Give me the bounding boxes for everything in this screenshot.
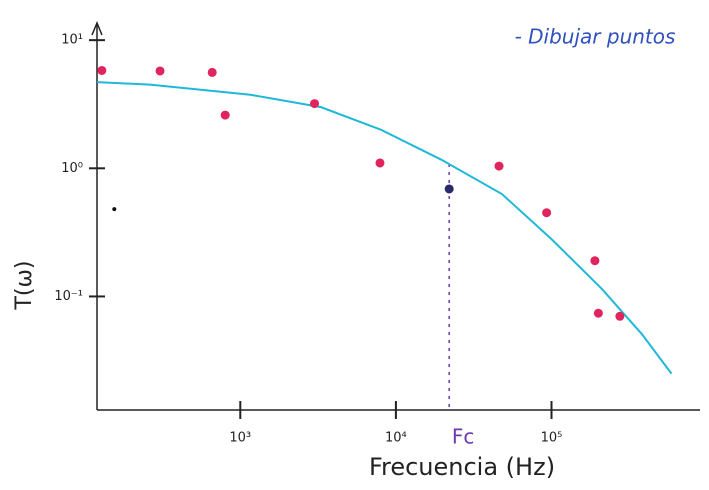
point — [112, 207, 117, 212]
x-tick-label: 10⁵ — [541, 431, 563, 446]
curve — [96, 81, 673, 375]
point — [615, 311, 625, 321]
point — [542, 208, 552, 218]
point — [494, 161, 504, 171]
point — [590, 256, 600, 266]
point — [375, 158, 385, 168]
x-tick-label: 10⁴ — [385, 431, 407, 446]
point — [220, 110, 230, 120]
point — [593, 308, 603, 318]
point — [444, 184, 454, 194]
fc-label: Fc — [452, 425, 475, 449]
y-tick-label: 10⁻¹ — [54, 289, 83, 304]
y-tick-label: 10¹ — [61, 33, 83, 48]
note: - Dibujar puntos — [515, 25, 676, 49]
y-tick-label: 10⁰ — [61, 161, 83, 176]
point — [310, 99, 320, 109]
point — [207, 67, 217, 77]
point — [155, 66, 165, 76]
y-axis-label: T(ω) — [12, 260, 37, 310]
x-axis-label: Frecuencia (Hz) — [369, 453, 555, 481]
x-tick-label: 10³ — [229, 431, 251, 446]
point — [97, 65, 107, 75]
y-axis-arrow — [91, 21, 103, 36]
